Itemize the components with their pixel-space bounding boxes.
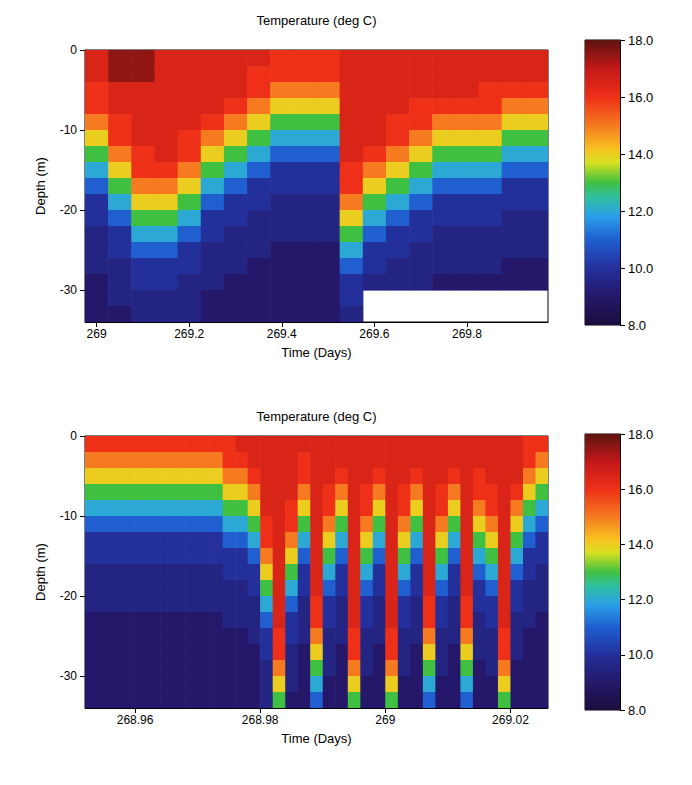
svg-text:Time (Days): Time (Days) xyxy=(281,345,351,360)
svg-text:-30: -30 xyxy=(60,283,78,297)
svg-text:14.0: 14.0 xyxy=(628,537,653,552)
svg-text:8.0: 8.0 xyxy=(628,318,646,333)
svg-text:10.0: 10.0 xyxy=(628,261,653,276)
svg-text:10.0: 10.0 xyxy=(628,647,653,662)
svg-text:268.98: 268.98 xyxy=(242,713,279,727)
svg-text:-10: -10 xyxy=(60,509,78,523)
svg-text:269.02: 269.02 xyxy=(492,713,529,727)
svg-text:12.0: 12.0 xyxy=(628,204,653,219)
svg-text:268.96: 268.96 xyxy=(117,713,154,727)
svg-text:18.0: 18.0 xyxy=(628,33,653,48)
svg-text:Depth (m): Depth (m) xyxy=(33,157,48,215)
svg-text:269.2: 269.2 xyxy=(174,327,204,341)
svg-text:-20: -20 xyxy=(60,203,78,217)
svg-text:269.6: 269.6 xyxy=(359,327,389,341)
svg-text:269: 269 xyxy=(87,327,107,341)
svg-text:16.0: 16.0 xyxy=(628,90,653,105)
svg-text:Depth (m): Depth (m) xyxy=(33,543,48,601)
svg-text:Temperature (deg C): Temperature (deg C) xyxy=(257,13,377,28)
svg-text:Time (Days): Time (Days) xyxy=(281,731,351,746)
svg-text:-20: -20 xyxy=(60,589,78,603)
svg-text:12.0: 12.0 xyxy=(628,592,653,607)
svg-text:0: 0 xyxy=(70,429,77,443)
svg-text:14.0: 14.0 xyxy=(628,147,653,162)
svg-text:0: 0 xyxy=(70,43,77,57)
svg-text:269: 269 xyxy=(375,713,395,727)
svg-text:16.0: 16.0 xyxy=(628,482,653,497)
svg-text:18.0: 18.0 xyxy=(628,427,653,442)
svg-text:269.4: 269.4 xyxy=(267,327,297,341)
svg-text:8.0: 8.0 xyxy=(628,703,646,718)
svg-text:-30: -30 xyxy=(60,669,78,683)
svg-text:Temperature (deg C): Temperature (deg C) xyxy=(257,409,377,424)
svg-text:-10: -10 xyxy=(60,123,78,137)
svg-text:269.8: 269.8 xyxy=(452,327,482,341)
